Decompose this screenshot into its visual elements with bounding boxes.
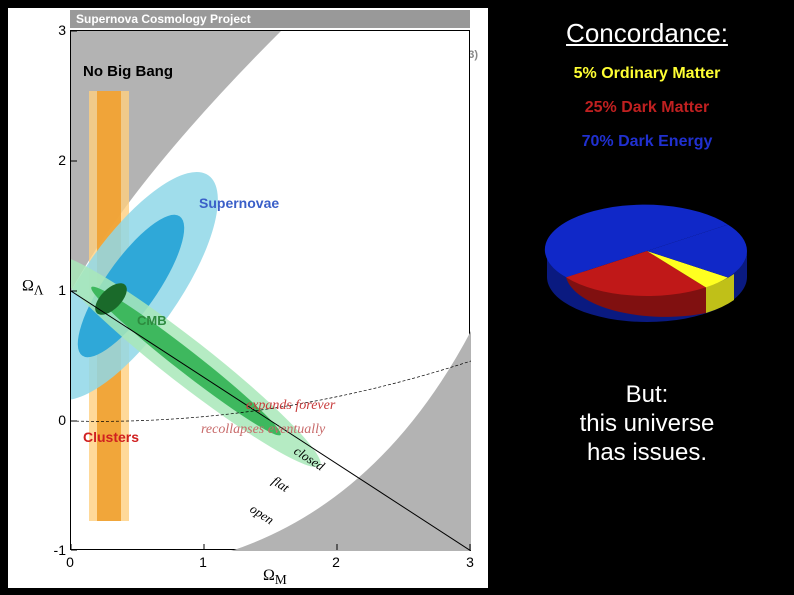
label-recollapses: recollapses eventually bbox=[201, 422, 326, 437]
label-expands-forever: expands forever bbox=[246, 398, 336, 413]
pie-svg bbox=[527, 181, 767, 341]
x-axis-label: ΩM bbox=[263, 567, 287, 588]
concordance-plot-panel: Supernova Cosmology Project 3 2 1 0 -1 0… bbox=[8, 8, 488, 588]
composition-ordinary: 5% Ordinary Matter bbox=[500, 65, 794, 83]
label-clusters: Clusters bbox=[83, 429, 139, 445]
label-supernovae: Supernovae bbox=[199, 195, 279, 211]
xtick-0: 0 bbox=[66, 554, 74, 570]
ytick-m1: -1 bbox=[50, 542, 66, 558]
ytick-1: 1 bbox=[50, 282, 66, 298]
plot-svg: expands forever recollapses eventually c… bbox=[71, 31, 471, 551]
composition-darkenergy: 70% Dark Energy bbox=[500, 133, 794, 151]
ytick-2: 2 bbox=[50, 152, 66, 168]
xtick-3: 3 bbox=[466, 554, 474, 570]
footer-text: But: this universe has issues. bbox=[500, 381, 794, 467]
xtick-1: 1 bbox=[199, 554, 207, 570]
label-cmb: CMB bbox=[137, 313, 167, 328]
y-axis-label: ΩΛ bbox=[22, 277, 44, 298]
right-panel: Concordance: 5% Ordinary Matter 25% Dark… bbox=[500, 0, 794, 595]
composition-darkmatter: 25% Dark Matter bbox=[500, 99, 794, 117]
concordance-heading: Concordance: bbox=[500, 18, 794, 49]
label-no-big-bang: No Big Bang bbox=[83, 63, 173, 80]
composition-pie bbox=[527, 181, 767, 341]
label-flat: flat bbox=[269, 473, 292, 495]
plot-area: expands forever recollapses eventually c… bbox=[70, 30, 470, 550]
ytick-0: 0 bbox=[50, 412, 66, 428]
xtick-2: 2 bbox=[332, 554, 340, 570]
ytick-3: 3 bbox=[50, 22, 66, 38]
plot-title-bar: Supernova Cosmology Project bbox=[70, 10, 470, 28]
label-open: open bbox=[247, 501, 276, 527]
